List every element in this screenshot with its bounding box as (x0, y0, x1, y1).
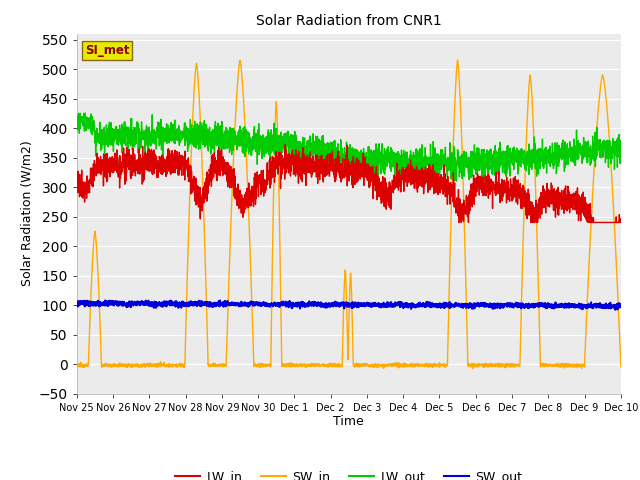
SW_out (135, 299, 143, 305)
LW_out (548, 155, 556, 161)
SW_out (607, 300, 614, 306)
Title: Solar Radiation from CNR1: Solar Radiation from CNR1 (256, 14, 442, 28)
LW_in (282, 152, 289, 158)
LW_out (408, 178, 415, 184)
SW_out (617, 302, 625, 308)
SW_in (548, 362, 556, 368)
LW_out (73, 118, 81, 124)
SW_out (167, 298, 175, 304)
LW_in (548, 192, 556, 198)
Legend: LW_in, SW_in, LW_out, SW_out: LW_in, SW_in, LW_out, SW_out (170, 465, 527, 480)
LW_in (281, 142, 289, 148)
SW_in (305, 361, 313, 367)
Line: LW_out: LW_out (77, 113, 621, 181)
LW_out (282, 144, 289, 150)
LW_in (73, 170, 81, 176)
SW_in (617, 364, 625, 370)
LW_out (75, 110, 83, 116)
SW_out (282, 299, 289, 304)
SW_out (73, 299, 81, 304)
LW_out (168, 138, 175, 144)
SW_in (236, 57, 244, 63)
Y-axis label: Solar Radiation (W/m2): Solar Radiation (W/m2) (20, 141, 33, 287)
Line: LW_in: LW_in (77, 145, 621, 222)
Text: SI_met: SI_met (85, 44, 129, 58)
SW_in (73, 362, 81, 368)
SW_in (607, 154, 614, 159)
LW_in (617, 219, 625, 225)
LW_in (135, 156, 143, 161)
LW_out (617, 143, 625, 148)
LW_in (305, 167, 313, 173)
Line: SW_in: SW_in (77, 60, 621, 369)
SW_out (611, 307, 619, 312)
SW_out (548, 304, 556, 310)
SW_in (282, 363, 289, 369)
LW_out (305, 144, 313, 150)
LW_out (135, 128, 143, 134)
SW_in (469, 366, 477, 372)
LW_in (455, 219, 463, 225)
SW_out (216, 298, 224, 303)
SW_in (167, 362, 175, 368)
LW_in (607, 219, 614, 225)
Line: SW_out: SW_out (77, 300, 621, 310)
LW_out (607, 143, 614, 149)
LW_in (167, 157, 175, 163)
SW_out (305, 299, 313, 304)
SW_in (135, 362, 143, 368)
X-axis label: Time: Time (333, 415, 364, 429)
